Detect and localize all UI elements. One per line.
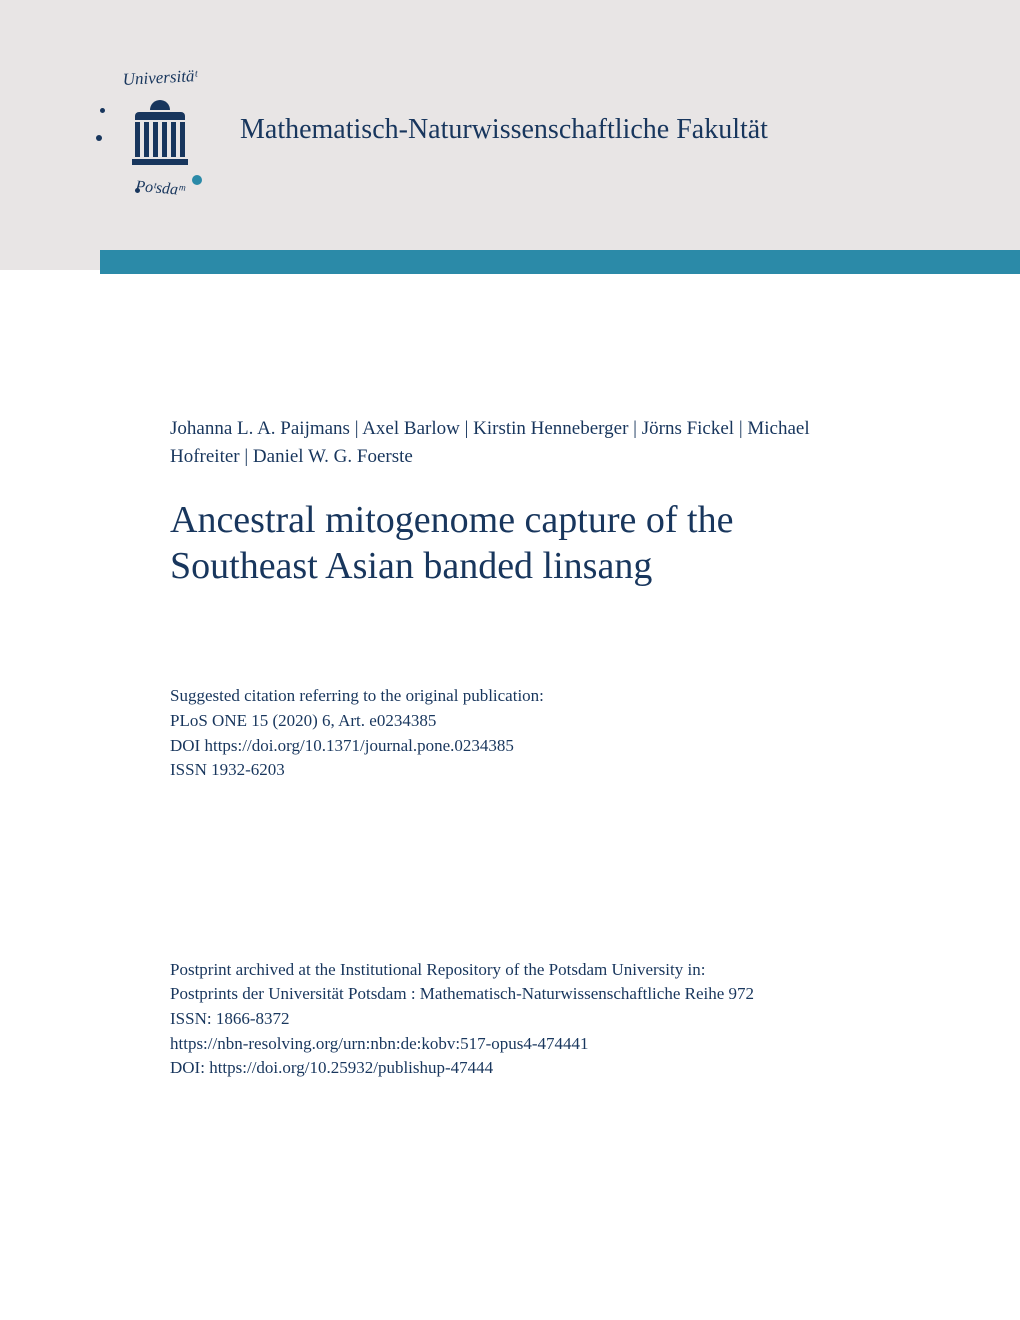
citation-doi: DOI https://doi.org/10.1371/journal.pone…	[170, 734, 850, 759]
citation-journal: PLoS ONE 15 (2020) 6, Art. e0234385	[170, 709, 850, 734]
postprint-doi: DOI: https://doi.org/10.25932/publishup-…	[170, 1056, 850, 1081]
logo-building-icon	[130, 100, 190, 165]
citation-issn: ISSN 1932-6203	[170, 758, 850, 783]
postprint-label: Postprint archived at the Institutional …	[170, 958, 850, 983]
logo-dot	[96, 135, 102, 141]
divider-bar	[100, 250, 1020, 274]
content-area: Johanna L. A. Paijmans | Axel Barlow | K…	[0, 270, 1020, 1081]
postprint-urn: https://nbn-resolving.org/urn:nbn:de:kob…	[170, 1032, 850, 1057]
university-logo: Universitäᵗ Poᵗsdaᵐ	[100, 60, 220, 200]
postprint-block: Postprint archived at the Institutional …	[170, 958, 850, 1081]
logo-dot	[100, 108, 105, 113]
header-area: Universitäᵗ Poᵗsdaᵐ Mathematisch-Naturwi…	[0, 0, 1020, 270]
paper-title: Ancestral mitogenome capture of the Sout…	[170, 498, 850, 589]
logo-dot	[135, 188, 140, 193]
logo-dot	[192, 175, 202, 185]
citation-block: Suggested citation referring to the orig…	[170, 684, 850, 783]
authors-list: Johanna L. A. Paijmans | Axel Barlow | K…	[170, 415, 850, 470]
citation-label: Suggested citation referring to the orig…	[170, 684, 850, 709]
faculty-name: Mathematisch-Naturwissenschaftliche Faku…	[240, 114, 768, 146]
logo-row: Universitäᵗ Poᵗsdaᵐ Mathematisch-Naturwi…	[0, 60, 1020, 200]
postprint-series: Postprints der Universität Potsdam : Mat…	[170, 982, 850, 1007]
logo-text-top: Universitäᵗ	[105, 65, 216, 91]
postprint-issn: ISSN: 1866-8372	[170, 1007, 850, 1032]
